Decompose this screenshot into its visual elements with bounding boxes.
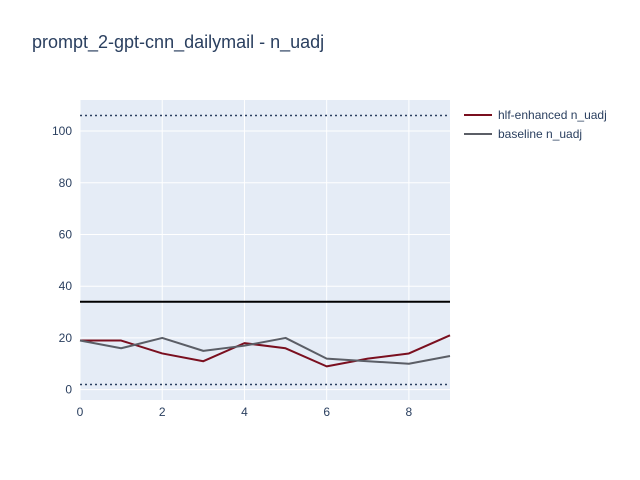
reference-lines — [80, 114, 450, 386]
x-tick-label: 0 — [77, 405, 84, 419]
y-tick-label: 20 — [59, 331, 73, 345]
y-tick-label: 0 — [65, 383, 72, 397]
x-tick-label: 4 — [241, 405, 248, 419]
axis-ticks: 0 20 40 60 80 100 0 2 4 6 8 — [52, 124, 413, 419]
grid-lines — [79, 100, 450, 400]
series-line — [79, 336, 451, 365]
y-tick-label: 100 — [52, 124, 72, 138]
legend[interactable]: hlf-enhanced n_uadj baseline n_uadj — [464, 108, 607, 141]
y-tick-label: 80 — [59, 176, 73, 190]
y-tick-label: 60 — [59, 227, 73, 241]
x-tick-label: 2 — [159, 405, 166, 419]
x-tick-label: 8 — [406, 405, 413, 419]
plot-background — [80, 100, 450, 400]
x-tick-label: 6 — [323, 405, 330, 419]
legend-item-label: baseline n_uadj — [498, 127, 582, 141]
legend-item-label: hlf-enhanced n_uadj — [498, 108, 607, 122]
series-line — [80, 334, 451, 368]
series-lines — [79, 334, 451, 368]
chart-title: prompt_2-gpt-cnn_dailymail - n_uadj — [32, 32, 325, 52]
y-tick-label: 40 — [59, 279, 73, 293]
